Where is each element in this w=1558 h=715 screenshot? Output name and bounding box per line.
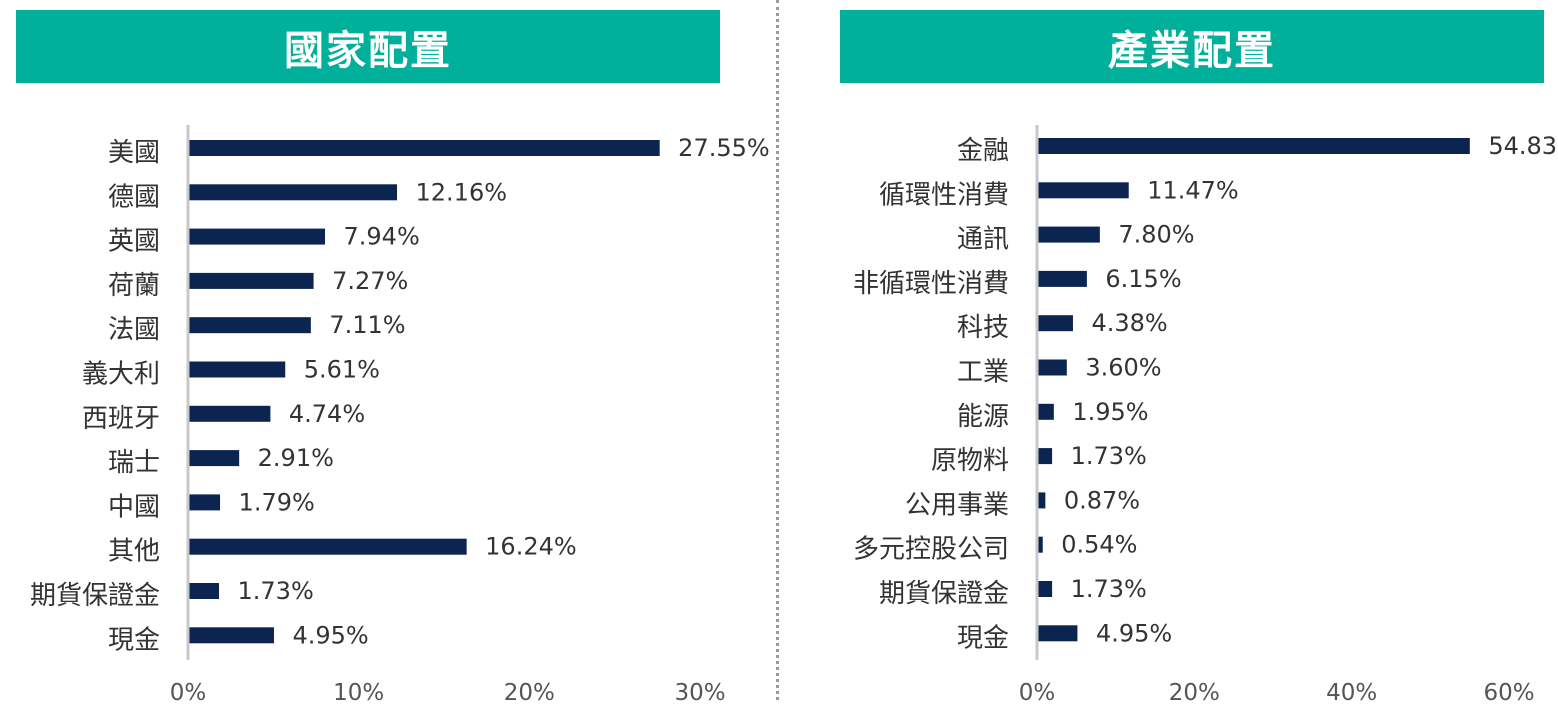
sector-category-label: 能源 (957, 402, 1009, 432)
sector-x-tick-label: 60% (1483, 680, 1534, 706)
country-bar (189, 494, 221, 511)
country-x-tick-label: 10% (333, 680, 384, 706)
sector-allocation-title: 產業配置 (840, 10, 1544, 83)
country-allocation-chart: 美國 27.55% 德國 12.16% 英國 7.94% 荷蘭 7.27% 法國 7.11% 義大利… (30, 125, 770, 706)
country-category-label: 荷蘭 (108, 271, 160, 301)
country-category-label: 德國 (108, 182, 160, 212)
country-value-label: 12.16% (416, 178, 508, 206)
country-category-label: 中國 (108, 492, 160, 522)
sector-category-label: 工業 (957, 358, 1009, 388)
sector-value-label: 4.95% (1096, 619, 1172, 647)
sector-category-label: 多元控股公司 (853, 535, 1009, 565)
sector-allocation-chart: 金融 54.83% 循環性消費 11.47% 通訊 7.80% 非循環性消費 6.15% 科技 4… (853, 125, 1558, 706)
country-category-label: 英國 (108, 227, 160, 257)
sector-category-label: 公用事業 (905, 490, 1009, 520)
sector-bar (1038, 536, 1043, 553)
sector-bar (1038, 138, 1470, 154)
sector-category-label: 循環性消費 (879, 180, 1009, 210)
country-category-label: 期貨保證金 (30, 581, 160, 611)
sector-bar (1038, 625, 1078, 642)
sector-category-label: 通訊 (957, 225, 1009, 255)
country-value-label: 27.55% (678, 134, 770, 162)
sector-bar (1038, 226, 1100, 243)
country-value-label: 1.73% (238, 577, 314, 605)
sector-value-label: 1.73% (1071, 442, 1147, 470)
country-x-tick-label: 0% (170, 680, 207, 706)
sector-bar (1038, 581, 1053, 597)
sector-bar (1038, 403, 1054, 420)
country-value-label: 1.79% (239, 488, 315, 516)
sector-value-label: 1.73% (1071, 575, 1147, 603)
sector-value-label: 54.83% (1488, 132, 1558, 160)
sector-bar (1038, 448, 1053, 465)
sector-value-label: 4.38% (1091, 309, 1167, 337)
country-value-label: 7.11% (329, 311, 405, 339)
country-category-label: 義大利 (82, 360, 160, 390)
sector-x-tick-label: 0% (1019, 680, 1056, 706)
sector-category-label: 現金 (957, 623, 1009, 653)
sector-bar (1038, 315, 1073, 332)
country-x-tick-label: 20% (504, 680, 555, 706)
sector-bar (1038, 270, 1087, 287)
country-category-label: 西班牙 (82, 404, 160, 434)
sector-category-label: 原物料 (931, 446, 1009, 476)
sector-value-label: 0.54% (1061, 531, 1137, 559)
panel-divider (776, 0, 779, 700)
sector-value-label: 7.80% (1118, 221, 1194, 249)
country-bar (189, 228, 326, 245)
sector-value-label: 11.47% (1147, 176, 1239, 204)
sector-allocation-panel: 產業配置 金融 54.83% 循環性消費 11.47% 通訊 7.80% 非循環性消費 6.1… (780, 0, 1558, 715)
sector-category-label: 科技 (957, 313, 1009, 343)
sector-value-label: 6.15% (1105, 265, 1181, 293)
country-category-label: 現金 (108, 625, 160, 655)
country-value-label: 16.24% (485, 533, 577, 561)
sector-bar (1038, 359, 1067, 376)
sector-category-label: 期貨保證金 (879, 579, 1009, 609)
country-value-label: 2.91% (258, 444, 334, 472)
sector-x-tick-label: 20% (1169, 680, 1220, 706)
country-value-label: 4.95% (292, 621, 368, 649)
country-value-label: 5.61% (304, 356, 380, 384)
country-bar (189, 450, 240, 467)
country-bar (189, 538, 467, 555)
sector-category-label: 非循環性消費 (853, 269, 1009, 299)
country-value-label: 4.74% (289, 400, 365, 428)
sector-value-label: 1.95% (1072, 398, 1148, 426)
sector-category-label: 金融 (957, 136, 1009, 166)
country-bar (189, 272, 314, 289)
country-x-tick-label: 30% (674, 680, 725, 706)
country-bar (189, 627, 274, 644)
country-value-label: 7.94% (344, 223, 420, 251)
country-bar (189, 317, 311, 334)
country-bar (189, 140, 660, 156)
sector-bar (1038, 492, 1046, 509)
sector-x-tick-label: 40% (1326, 680, 1377, 706)
country-bar (189, 361, 286, 378)
sector-value-label: 3.60% (1085, 354, 1161, 382)
country-allocation-title: 國家配置 (16, 10, 720, 83)
sector-value-label: 0.87% (1064, 486, 1140, 514)
country-bar (189, 184, 398, 201)
country-category-label: 法國 (108, 315, 160, 345)
country-bar (189, 583, 220, 599)
country-category-label: 美國 (108, 138, 160, 168)
country-allocation-panel: 國家配置 美國 27.55% 德國 12.16% 英國 7.94% 荷蘭 7.27% 法國 7.1… (0, 0, 770, 715)
country-category-label: 瑞士 (108, 448, 160, 478)
country-value-label: 7.27% (332, 267, 408, 295)
country-category-label: 其他 (108, 537, 160, 567)
sector-bar (1038, 182, 1129, 199)
country-bar (189, 405, 271, 422)
